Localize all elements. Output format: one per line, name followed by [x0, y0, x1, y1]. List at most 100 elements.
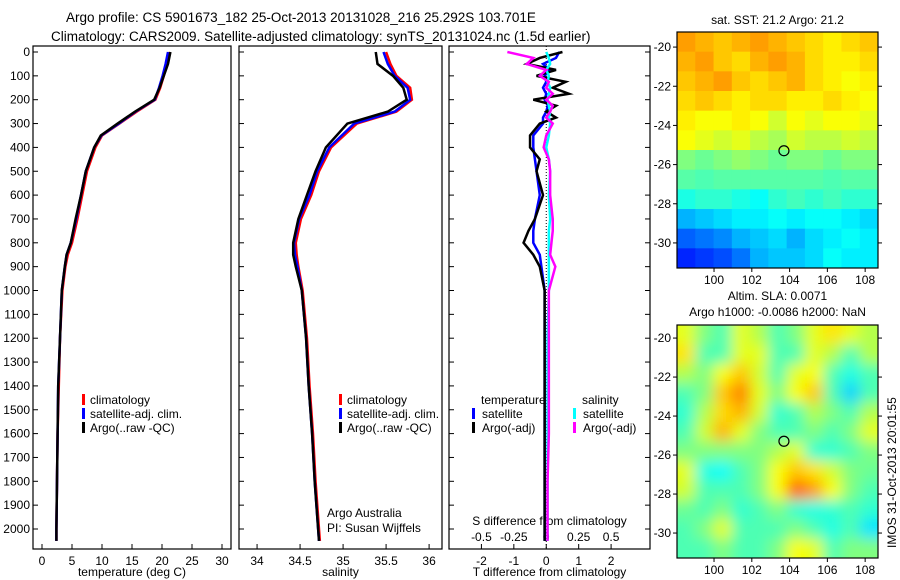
- map-cell: [768, 91, 788, 112]
- y-tick-label: -26: [654, 448, 672, 462]
- plot-frame: [448, 45, 651, 550]
- map-cell: [695, 460, 715, 481]
- map-cell: [695, 538, 715, 558]
- map-cell: [786, 110, 806, 131]
- x-tick-label: 0: [543, 554, 550, 568]
- map-cell: [731, 110, 751, 131]
- map-cell: [713, 228, 733, 249]
- map-cell: [750, 209, 769, 230]
- map-cell: [859, 248, 878, 268]
- map-cell: [841, 51, 861, 72]
- map-cell: [677, 558, 696, 578]
- map-cell: [823, 32, 843, 53]
- legend-header-salinity: salinity: [582, 393, 619, 407]
- map-cell: [823, 344, 843, 365]
- map-cell: [695, 248, 715, 268]
- map-cell: [786, 150, 806, 171]
- legend-label: Argo(..raw -QC): [347, 421, 432, 435]
- map-cell: [731, 441, 751, 462]
- map-cell: [768, 480, 788, 501]
- map-cell: [786, 32, 806, 53]
- map-cell: [713, 344, 733, 365]
- map-cell: [823, 169, 843, 190]
- map-cell: [859, 460, 878, 481]
- map-cell: [878, 558, 897, 578]
- map-cell: [713, 402, 733, 423]
- x-tick-label: 36: [422, 554, 436, 568]
- y-tick-label: 700: [10, 212, 30, 226]
- map-cell: [841, 32, 861, 53]
- y-tick-label: 1900: [3, 498, 30, 512]
- map-cell: [823, 228, 843, 249]
- map-cell: [823, 441, 843, 462]
- y-tick-label: 100: [10, 69, 30, 83]
- x-tick-label: 35.5: [374, 554, 398, 568]
- map-cell: [677, 383, 678, 404]
- map-cell: [731, 169, 751, 190]
- legend-label: satellite: [583, 407, 624, 421]
- map-cell: [768, 51, 788, 72]
- map-cell: [841, 499, 861, 520]
- map-cell: [768, 228, 788, 249]
- map-cell: [804, 189, 824, 210]
- map-cell: [677, 383, 696, 404]
- legend-label: Argo(..raw -QC): [90, 421, 175, 435]
- map-cell: [841, 150, 861, 171]
- y-tick-label: 500: [10, 164, 30, 178]
- map-cell: [804, 32, 824, 53]
- map-cell: [677, 110, 696, 131]
- legend-swatch: [82, 394, 85, 405]
- map-cell: [878, 364, 897, 384]
- map-cell: [750, 51, 769, 72]
- legend-swatch: [339, 408, 342, 419]
- map-cell: [859, 209, 878, 230]
- map-cell: [841, 325, 861, 346]
- map-cell: [804, 344, 824, 365]
- series-line-satellite-adj: [55, 51, 170, 541]
- legend-label: satellite-adj. clim.: [347, 407, 439, 421]
- y-tick-label: -28: [654, 487, 672, 501]
- map-cell: [750, 519, 769, 540]
- difference-panel: -2 -1 0 1 2T difference from climatology -0.5…: [448, 45, 651, 579]
- map-cell: [677, 189, 696, 210]
- map-cell: [713, 91, 733, 112]
- map-cell: [695, 325, 715, 346]
- map-cell: [841, 209, 861, 230]
- map-cell: [731, 51, 751, 72]
- map-cell: [804, 441, 824, 462]
- map-cell: [731, 71, 751, 92]
- map-cell: [677, 363, 696, 384]
- map-cell: [677, 150, 696, 171]
- map-cell: [823, 71, 843, 92]
- map-cell: [695, 402, 715, 423]
- map-cell: [823, 460, 843, 481]
- map-cell: [804, 499, 824, 520]
- map-cell: [786, 248, 806, 268]
- map-cell: [713, 499, 733, 520]
- map-cell: [841, 402, 861, 423]
- map-cell: [786, 91, 806, 112]
- map-cell: [841, 344, 861, 365]
- map-frame: [676, 324, 879, 559]
- map-cell: [823, 325, 843, 346]
- x-tick-label: 102: [742, 563, 762, 577]
- map-cell: [859, 325, 878, 346]
- map-cell: [677, 519, 696, 540]
- map-cell: [786, 71, 806, 92]
- map-cell: [768, 460, 788, 481]
- map-cell: [859, 169, 878, 190]
- map-frame: [676, 31, 879, 269]
- map-cell: [695, 209, 715, 230]
- map-cell: [695, 422, 715, 443]
- map-cell: [804, 209, 824, 230]
- map-cell: [695, 344, 715, 365]
- y-tick-label: -22: [654, 370, 672, 384]
- map-cell: [695, 150, 715, 171]
- map-cell: [677, 71, 696, 92]
- map-cell: [768, 344, 788, 365]
- map-cell: [823, 383, 843, 404]
- map-cell: [713, 248, 733, 268]
- x-tick-label: 102: [742, 273, 762, 287]
- map-cell: [677, 480, 696, 501]
- map-cell: [768, 130, 788, 151]
